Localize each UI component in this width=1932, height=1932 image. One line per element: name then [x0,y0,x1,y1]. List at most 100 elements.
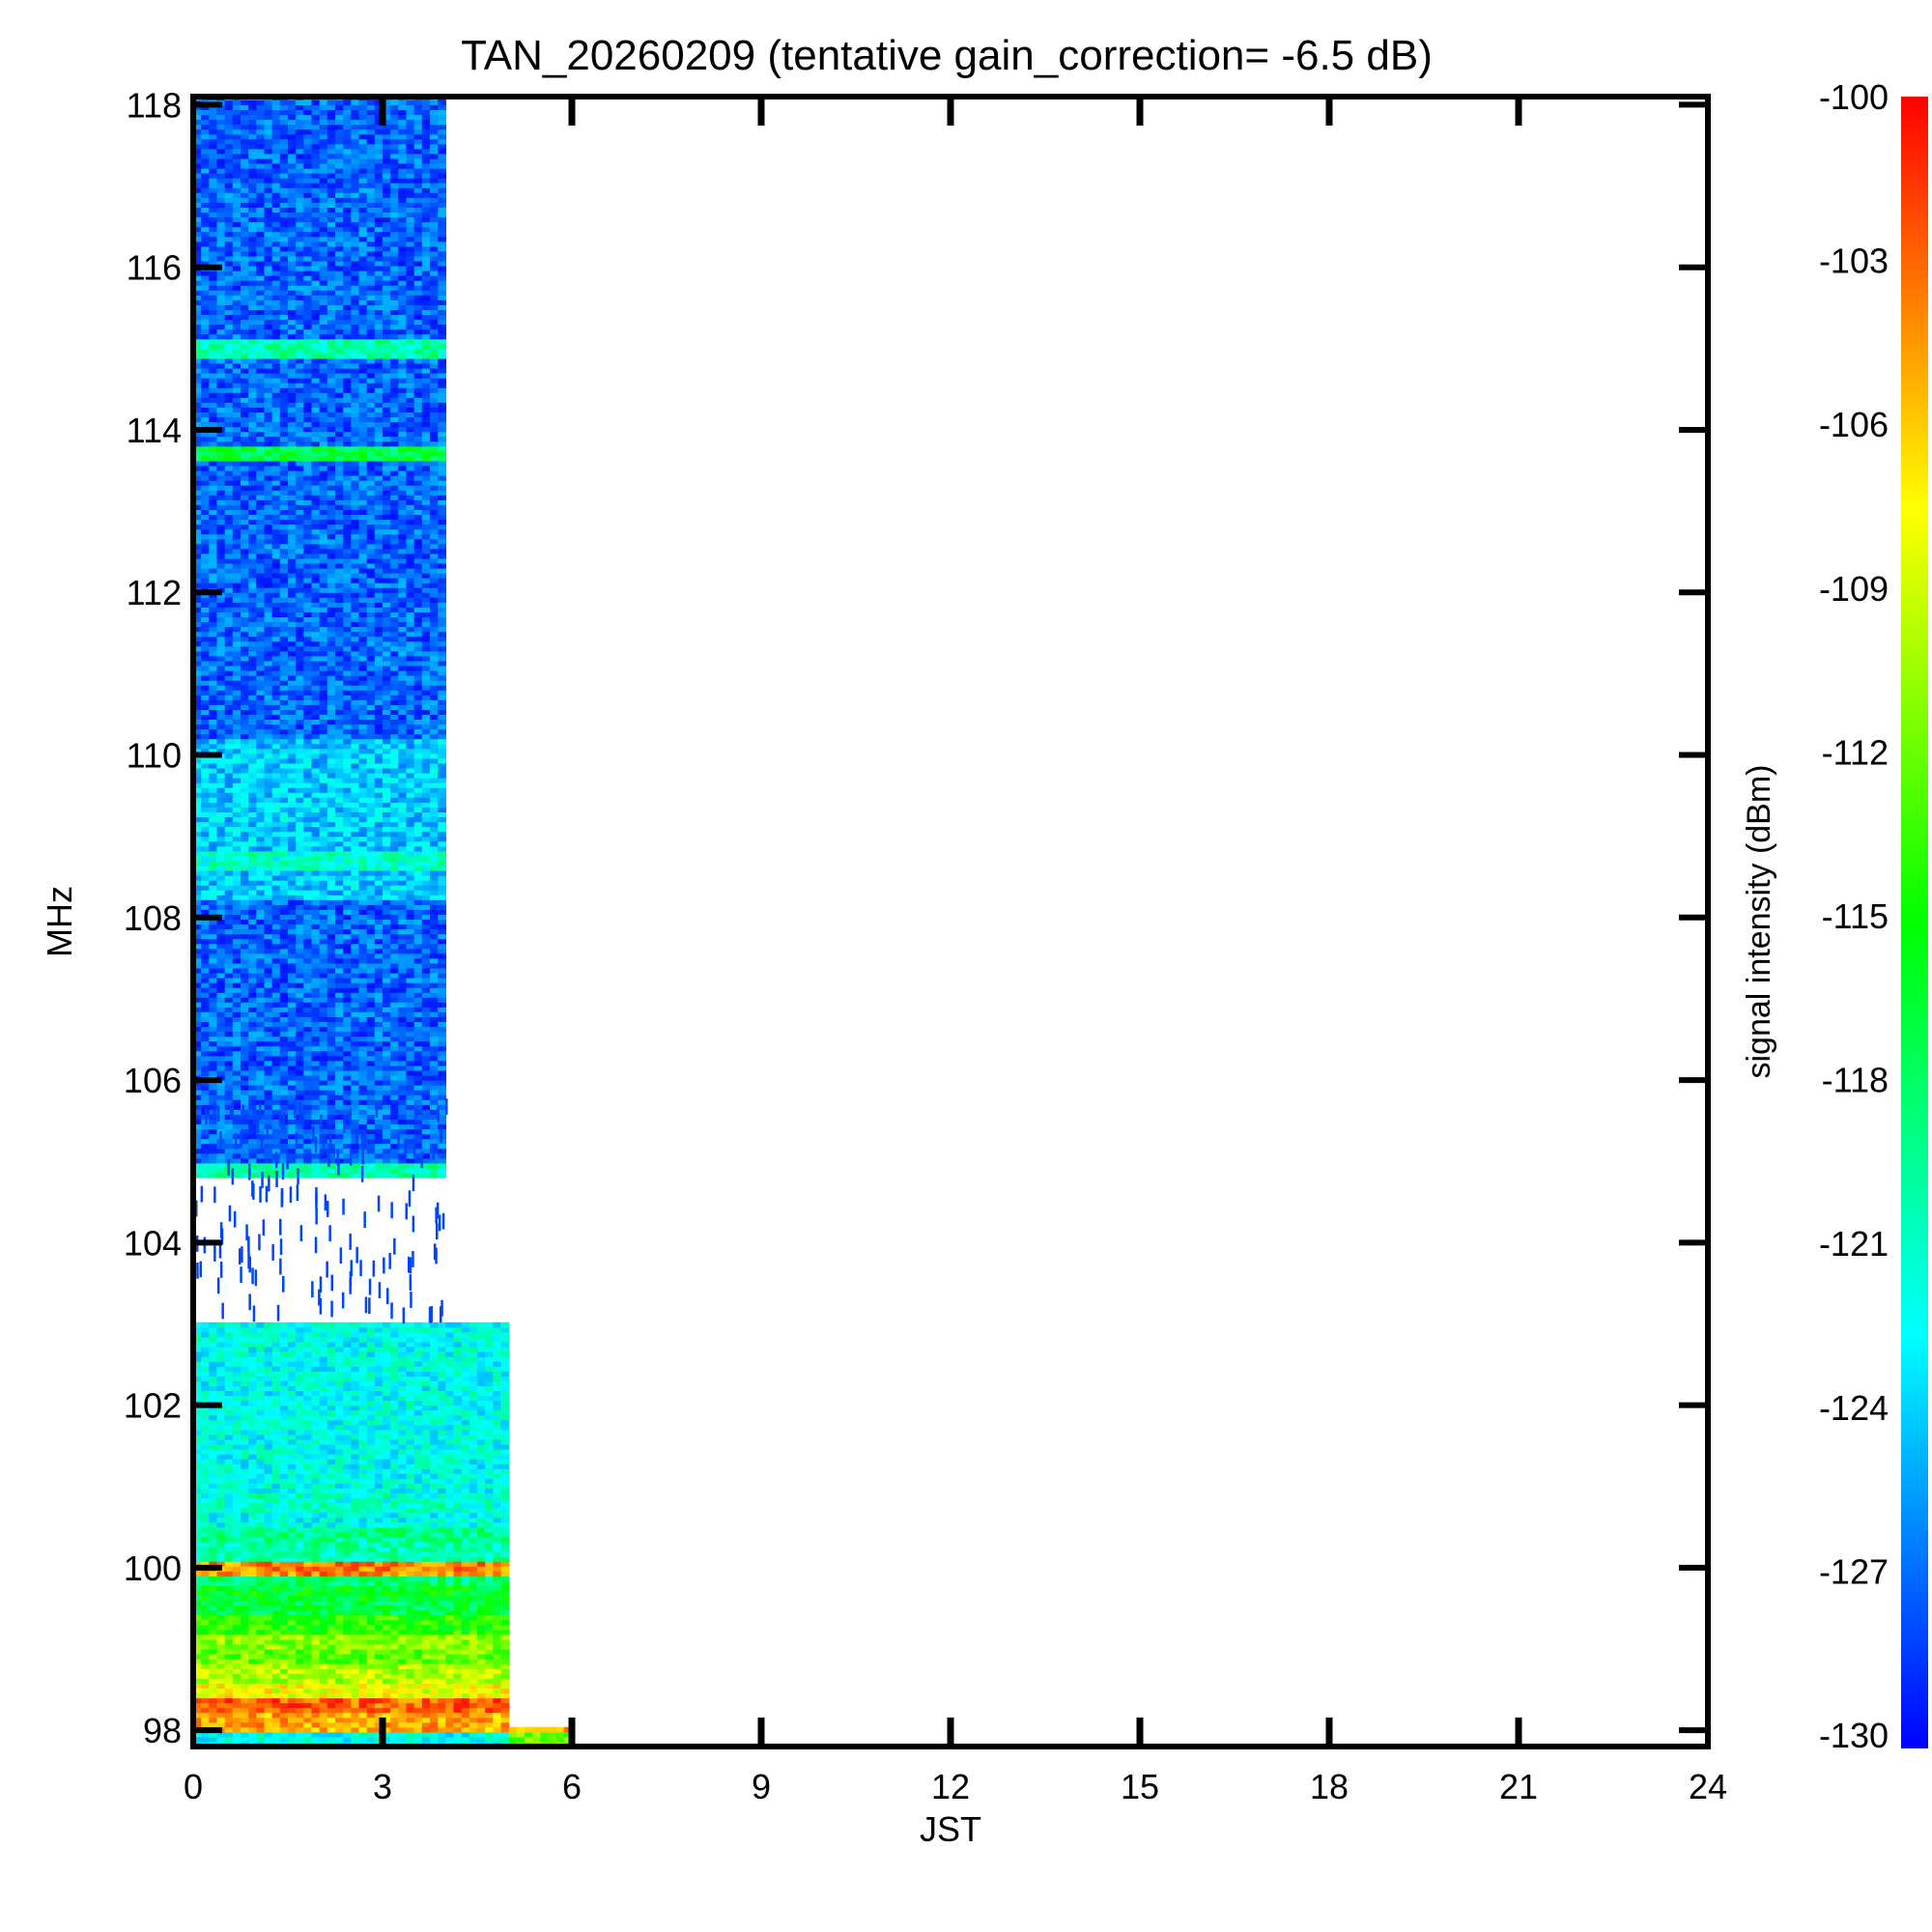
heatmap-cell [303,1007,313,1012]
heatmap-cell [296,645,304,652]
heatmap-cell [209,816,218,823]
heatmap-cell [193,719,202,725]
heatmap-cell [383,923,391,930]
heatmap-cell [327,436,336,442]
heatmap-cell [271,850,281,857]
heatmap-cell [438,1002,446,1008]
heatmap-cell [256,714,266,720]
heatmap-cell [366,416,376,423]
heatmap-cell [256,592,266,598]
heatmap-cell [366,757,376,764]
heatmap-cell [201,450,210,457]
heatmap-cell [351,997,360,1003]
heatmap-cell [193,1109,202,1115]
heatmap-cell [232,573,242,579]
heatmap-cell [232,475,242,481]
heatmap-cell [201,792,210,798]
heatmap-cell [209,738,218,745]
heatmap-cell [366,885,376,891]
heatmap-cell [288,597,297,603]
heatmap-cell [358,997,368,1003]
heatmap-cell [288,509,297,515]
heatmap-cell [201,631,210,638]
heatmap-cell [271,773,281,779]
heatmap-cell [421,816,431,823]
heatmap-cell [366,709,376,715]
heatmap-cell [232,914,242,920]
heatmap-cell [421,719,431,725]
heatmap-cell [430,1133,439,1140]
heatmap-cell [430,962,439,969]
heatmap-cell [374,597,384,603]
heatmap-cell [335,1109,344,1115]
heatmap-cell [201,870,210,876]
heatmap-cell [271,1026,281,1033]
heatmap-cell [264,1109,273,1115]
heatmap-cell [288,445,297,452]
heatmap-cell [279,875,289,881]
heatmap-cell [421,1090,431,1095]
heatmap-cell [264,1070,273,1076]
heatmap-cell [335,1143,344,1150]
heatmap-cell [271,416,281,423]
heatmap-cell [413,928,423,935]
heatmap-cell [374,504,384,510]
heatmap-cell [256,811,266,817]
heatmap-cell [413,1109,423,1115]
heatmap-cell [430,899,439,905]
heatmap-cell [351,650,360,657]
heatmap-cell [311,1016,321,1022]
heatmap-cell [358,845,368,852]
heatmap-cell [224,655,234,662]
heatmap-cell [303,816,313,823]
heatmap-cell [438,475,446,481]
heatmap-cell [201,480,210,486]
heatmap-cell [366,962,376,969]
heatmap-cell [421,543,431,550]
heatmap-cell [271,538,281,545]
heatmap-cell [327,1011,336,1017]
heatmap-cell [374,1109,384,1115]
heatmap-cell [193,728,202,735]
heatmap-cell [296,557,304,564]
heatmap-cell [216,563,226,569]
heatmap-cell [288,787,297,793]
heatmap-cell [264,973,273,979]
heatmap-cell [327,543,336,550]
heatmap-cell [248,1090,257,1095]
heatmap-cell [335,982,344,988]
heatmap-cell [421,909,431,915]
heatmap-cell [351,762,360,769]
heatmap-cell [193,514,202,521]
heatmap-cell [366,587,376,593]
heatmap-cell [296,1045,304,1052]
heatmap-cell [193,821,202,828]
heatmap-cell [406,699,415,705]
heatmap-cell [311,850,321,857]
heatmap-cell [288,1114,297,1120]
heatmap-cell [374,1070,384,1076]
heatmap-cell [264,807,273,812]
heatmap-cell [201,850,210,857]
heatmap-cell [366,1152,376,1159]
heatmap-cell [383,875,391,881]
heatmap-cell [296,860,304,867]
heatmap-cell [201,666,210,671]
heatmap-cell [343,845,352,852]
heatmap-cell [430,485,439,491]
heatmap-cell [216,1094,226,1100]
heatmap-cell [343,895,352,900]
heatmap-cell [406,1080,415,1086]
heatmap-cell [271,533,281,540]
heatmap-cell [279,797,289,803]
heatmap-cell [390,470,399,476]
heatmap-cell [232,1167,242,1174]
heatmap-cell [398,860,408,867]
heatmap-cell [358,782,368,788]
heatmap-cell [201,466,210,471]
heatmap-cell [264,485,273,491]
heatmap-cell [216,1016,226,1022]
heatmap-cell [216,773,226,779]
heatmap-cell [319,1123,328,1130]
heatmap-cell [351,557,360,564]
